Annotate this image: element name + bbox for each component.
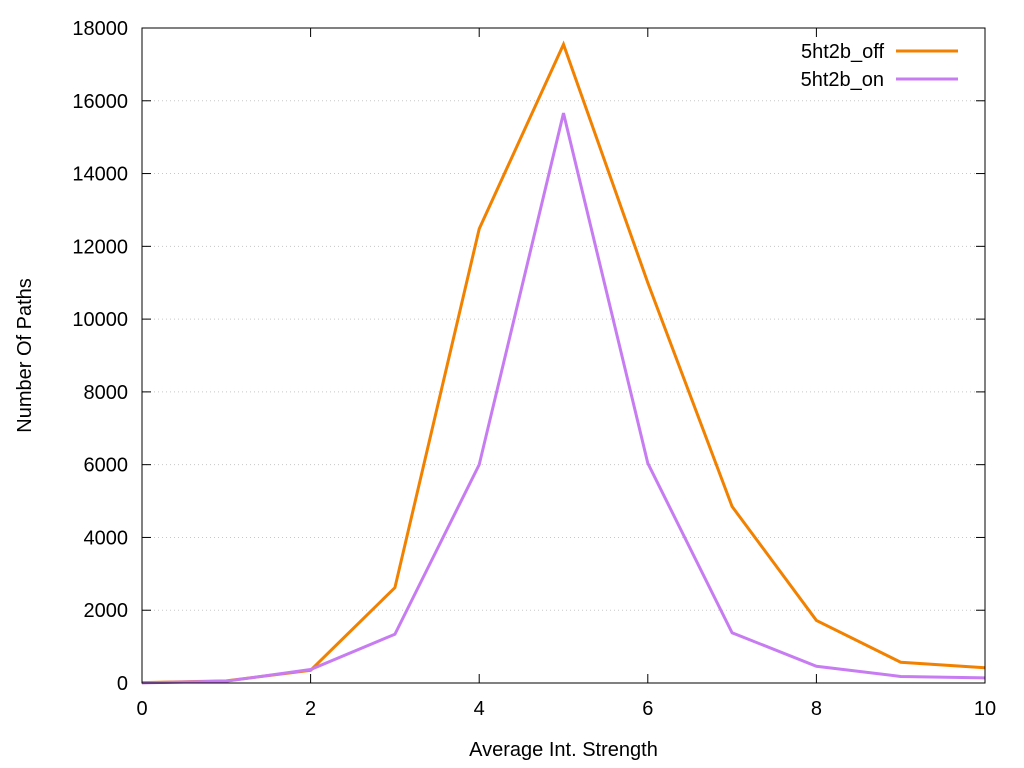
y-tick-label: 2000 <box>84 600 129 622</box>
y-tick-label: 18000 <box>72 18 128 40</box>
y-tick-label: 16000 <box>72 91 128 113</box>
x-tick-label: 10 <box>974 698 996 720</box>
x-tick-label: 0 <box>136 698 147 720</box>
series-line-5ht2b_on <box>141 112 986 685</box>
y-tick-label: 8000 <box>84 382 129 404</box>
grid-lines <box>142 100 985 611</box>
legend-label: 5ht2b_off <box>801 41 884 63</box>
axis-ticks: 0 2000 4000 6000 8000 10000 12000 14000 16000 180… <box>72 18 996 720</box>
plot-frame <box>141 27 986 684</box>
y-tick-label: 10000 <box>72 309 128 331</box>
legend: 5ht2b_off 5ht2b_on <box>801 41 958 91</box>
x-tick-label: 8 <box>811 698 822 720</box>
y-axis-label: Number Of Paths <box>14 278 36 433</box>
legend-label: 5ht2b_on <box>801 69 884 91</box>
y-tick-label: 4000 <box>84 527 129 549</box>
y-tick-label: 6000 <box>84 455 129 477</box>
series-lines <box>141 40 986 685</box>
x-axis-label: Average Int. Strength <box>469 739 658 761</box>
y-tick-label: 0 <box>117 673 128 695</box>
series-line-5ht2b_off <box>141 40 986 685</box>
y-tick-label: 14000 <box>72 164 128 186</box>
x-tick-label: 4 <box>474 698 485 720</box>
x-tick-label: 2 <box>305 698 316 720</box>
x-tick-label: 6 <box>642 698 653 720</box>
y-tick-label: 12000 <box>72 236 128 258</box>
